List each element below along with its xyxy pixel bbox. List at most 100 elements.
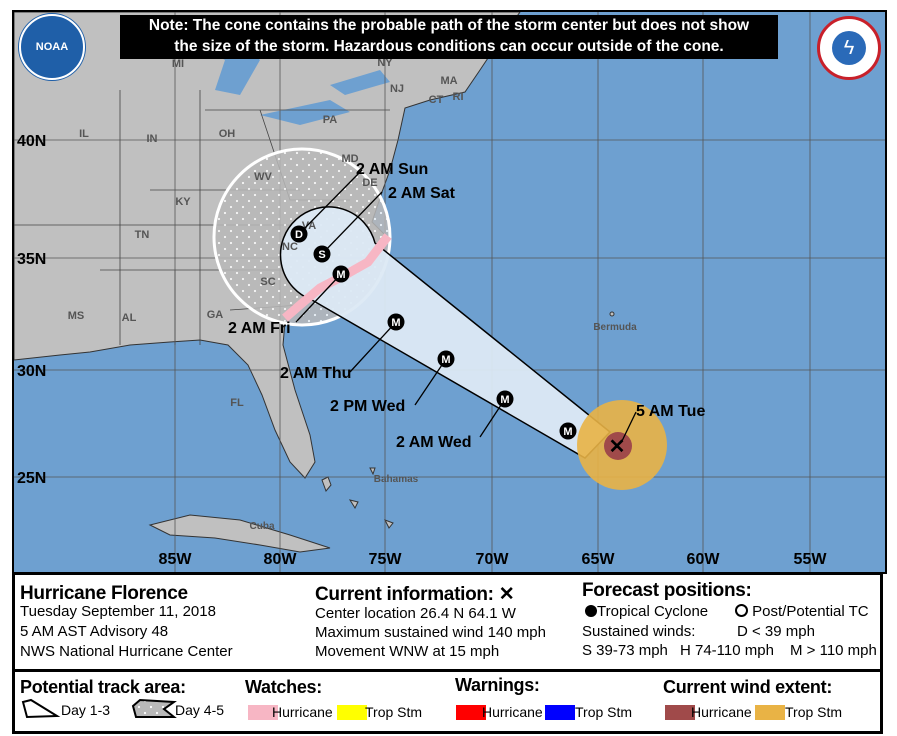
- tropstm-watch-label: Trop Stm: [365, 704, 423, 720]
- hurricane-watch-label: Hurricane: [272, 704, 333, 720]
- forecast-title: Forecast positions:: [582, 580, 752, 601]
- longitude-label: 55W: [794, 551, 828, 568]
- region-label: PA: [323, 114, 338, 126]
- filled-circle-icon: [585, 605, 597, 617]
- region-label: MI: [172, 58, 184, 70]
- forecast-point-marker: M: [563, 426, 572, 438]
- center-location: Center location 26.4 N 64.1 W: [315, 605, 516, 622]
- current-position-icon: ✕: [609, 436, 626, 458]
- forecast-point-icon: [313, 245, 331, 263]
- forecast-point-icon: [496, 390, 514, 408]
- track-area-title: Potential track area:: [20, 677, 186, 697]
- day-1-3-label: Day 1-3: [61, 702, 111, 718]
- region-label: MD: [341, 153, 358, 165]
- region-label: CT: [429, 94, 444, 106]
- region-label: OH: [219, 128, 236, 140]
- open-circle-icon: [735, 604, 748, 617]
- forecast-time-label: 2 AM Sat: [388, 185, 456, 202]
- day-1-3-cone-icon: [21, 698, 61, 719]
- forecast-point-icon: [437, 350, 455, 368]
- region-label: KY: [175, 196, 191, 208]
- region-label: DE: [362, 177, 377, 189]
- tropstm-wind-label: Trop Stm: [785, 704, 843, 720]
- leader-line: [349, 321, 397, 373]
- region-label: SC: [260, 276, 275, 288]
- forecast-time-label: 2 PM Wed: [330, 398, 405, 415]
- tropstm-watch-swatch: [337, 705, 367, 720]
- wind-extent-title: Current wind extent:: [663, 677, 833, 697]
- region-label: NC: [282, 241, 298, 253]
- forecast-point-marker: D: [295, 229, 303, 241]
- day-4-5-label: Day 4-5: [175, 702, 225, 718]
- d-category: D < 39 mph: [737, 623, 815, 640]
- day-4-5-cone-icon: [131, 698, 177, 718]
- forecast-point-marker: M: [391, 317, 400, 329]
- latitude-label: 35N: [17, 251, 46, 268]
- info-panel: Hurricane Florence Tuesday September 11,…: [12, 572, 883, 672]
- tropical-cyclone-label: Tropical Cyclone: [597, 603, 709, 620]
- forecast-time-label: 2 AM Sun: [356, 161, 428, 178]
- leader-line: [295, 273, 342, 323]
- hurricane-watch-coast: [282, 233, 392, 322]
- hurricane-wind-label: Hurricane: [691, 704, 752, 720]
- note-box: Note: The cone contains the probable pat…: [120, 15, 778, 59]
- noaa-logo: NOAA: [19, 14, 85, 80]
- longitude-label: 75W: [369, 551, 403, 568]
- region-label: Cuba: [250, 521, 275, 532]
- cuba: [148, 514, 331, 553]
- max-wind: Maximum sustained wind 140 mph: [315, 624, 546, 641]
- longitude-label: 70W: [476, 551, 510, 568]
- forecast-time-label: 2 AM Thu: [280, 365, 351, 382]
- issuing-center: NWS National Hurricane Center: [20, 643, 233, 660]
- s-category: S 39-73 mph: [582, 642, 668, 659]
- region-label: NY: [377, 57, 393, 69]
- region-label: FL: [230, 397, 244, 409]
- current-position-x-icon: ✕: [498, 584, 515, 605]
- forecast-point-icon: [387, 313, 405, 331]
- note-line-2: the size of the storm. Hazardous conditi…: [174, 38, 724, 55]
- storm-date: Tuesday September 11, 2018: [20, 603, 216, 620]
- leader-line: [321, 191, 383, 255]
- forecast-time-label: 5 AM Tue: [636, 403, 705, 420]
- forecast-point-marker: M: [441, 354, 450, 366]
- longitude-label: 80W: [264, 551, 298, 568]
- forecast-time-label: 2 AM Fri: [228, 320, 291, 337]
- leader-line: [298, 169, 363, 235]
- note-line-1: Note: The cone contains the probable pat…: [148, 17, 750, 34]
- region-label: Bahamas: [374, 474, 419, 485]
- forecast-point-icon: [559, 422, 577, 440]
- leader-line: [414, 358, 447, 406]
- hurricane-warning-swatch: [456, 705, 486, 720]
- region-label: NJ: [390, 83, 404, 95]
- sustained-label: Sustained winds:: [582, 623, 696, 640]
- longitude-label: 85W: [159, 551, 193, 568]
- leader-line: [621, 411, 637, 442]
- hurricane-wind-extent: [604, 432, 632, 460]
- nws-logo: ϟ: [817, 16, 881, 80]
- tropstm-wind-swatch: [755, 705, 785, 720]
- forecast-time-label: 2 AM Wed: [396, 434, 472, 451]
- longitude-label: 60W: [687, 551, 721, 568]
- region-label: IN: [147, 133, 158, 145]
- longitude-label: 65W: [582, 551, 616, 568]
- region-label: AL: [122, 312, 137, 324]
- bahamas: [321, 467, 394, 529]
- latitude-label: 30N: [17, 363, 46, 380]
- hurricane-wind-swatch: [665, 705, 695, 720]
- region-label: GA: [207, 309, 224, 321]
- storm-advisory: 5 AM AST Advisory 48: [20, 623, 169, 640]
- forecast-point-marker: M: [336, 269, 345, 281]
- region-label: RI: [453, 91, 464, 103]
- forecast-point-marker: M: [500, 394, 509, 406]
- h-category: H 74-110 mph: [680, 642, 774, 659]
- region-label: MS: [68, 310, 85, 322]
- forecast-point-marker: S: [318, 249, 325, 261]
- forecast-point-icon: [290, 225, 308, 243]
- m-category: M > 110 mph: [790, 642, 877, 659]
- movement: Movement WNW at 15 mph: [315, 643, 500, 660]
- current-info-title: Current information:: [315, 584, 494, 605]
- forecast-point-icon: [332, 265, 350, 283]
- warnings-title: Warnings:: [455, 675, 540, 695]
- latitude-label: 40N: [17, 133, 46, 150]
